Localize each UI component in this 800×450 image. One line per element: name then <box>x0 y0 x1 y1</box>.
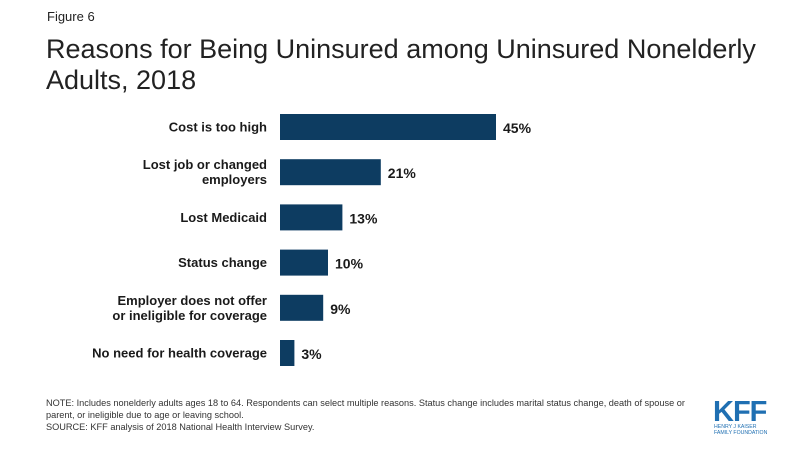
bar-5 <box>280 340 295 366</box>
kff-logo: KFF HENRY J KAISER FAMILY FOUNDATION <box>713 396 768 436</box>
category-label-4: Employer does not offer or ineligible for… <box>112 293 267 323</box>
footnotes: NOTE: Includes nonelderly adults ages 18… <box>46 397 696 433</box>
figure-label: Figure 6 <box>47 9 95 24</box>
category-label-2: Lost Medicaid <box>180 210 267 225</box>
value-label-5: 3% <box>301 346 322 362</box>
category-label-1: Lost job or changed employers <box>143 157 267 187</box>
bar-3 <box>280 249 328 276</box>
note-text: NOTE: Includes nonelderly adults ages 18… <box>46 398 685 420</box>
logo-mark: KFF <box>713 396 767 428</box>
logo-line-2: FAMILY FOUNDATION <box>714 430 768 436</box>
bar-2 <box>280 204 343 231</box>
category-label-5: No need for health coverage <box>92 346 267 361</box>
bars-group: 45% Cost is too high 21% Lost job or change… <box>92 114 532 366</box>
bar-4 <box>280 294 324 321</box>
bar-0 <box>280 114 496 140</box>
category-label-3: Status change <box>178 255 267 270</box>
bar-1 <box>280 159 381 186</box>
value-label-0: 45% <box>503 120 532 136</box>
logo-line-1: HENRY J KAISER <box>714 424 757 430</box>
value-label-1: 21% <box>388 165 417 181</box>
source-text: SOURCE: KFF analysis of 2018 National He… <box>46 422 315 432</box>
value-label-2: 13% <box>349 210 378 226</box>
chart-title: Reasons for Being Uninsured among Uninsu… <box>46 34 756 95</box>
category-label-0: Cost is too high <box>169 120 267 135</box>
value-label-4: 9% <box>330 301 351 317</box>
value-label-3: 10% <box>335 256 364 272</box>
